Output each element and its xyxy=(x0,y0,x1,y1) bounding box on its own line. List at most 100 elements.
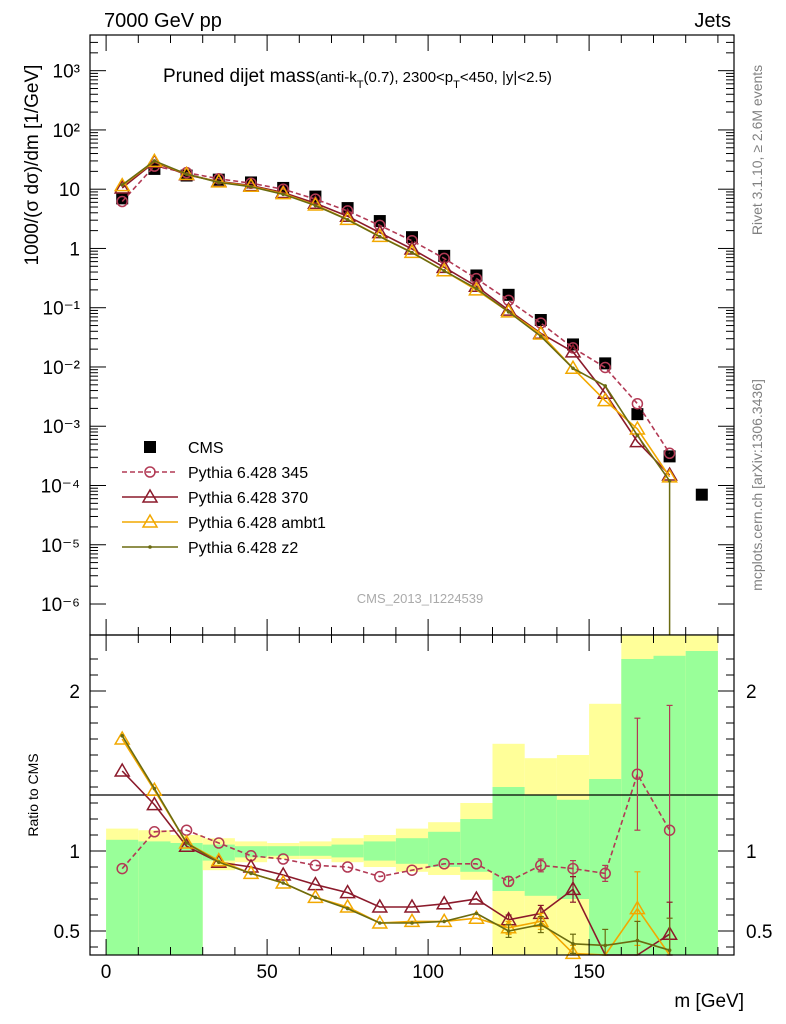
ratio-line xyxy=(121,735,670,951)
ratio-y-tick-label: 2 xyxy=(69,682,80,703)
data-point xyxy=(502,875,515,888)
data-point xyxy=(539,334,543,339)
data-point xyxy=(249,184,253,189)
ratio-y-tick-label: 0.5 xyxy=(54,922,80,943)
data-point xyxy=(281,881,286,885)
data-point xyxy=(468,277,485,293)
data-point xyxy=(534,314,547,327)
data-point xyxy=(144,466,156,478)
data-point xyxy=(371,898,389,913)
ratio-panel-frame xyxy=(89,634,735,956)
chart-title: Pruned dijet mass(anti-kT(0.7), 2300<pT<… xyxy=(163,66,552,91)
data-point xyxy=(506,929,511,933)
data-point xyxy=(474,911,479,916)
data-point xyxy=(120,734,124,738)
uncertainty-band-inner xyxy=(170,843,203,955)
uncertainty-band-inner xyxy=(395,838,429,864)
data-point xyxy=(178,834,195,849)
data-point xyxy=(113,730,131,745)
data-point xyxy=(277,853,289,865)
data-point xyxy=(564,944,582,960)
uncertainty-band-inner xyxy=(685,651,718,955)
series-line xyxy=(121,160,671,478)
data-point xyxy=(435,262,453,277)
y-tick-label: 10⁻⁵ xyxy=(41,536,80,557)
data-point xyxy=(603,943,607,948)
chart-title-main: Pruned dijet mass xyxy=(163,66,315,87)
data-point xyxy=(345,906,350,911)
data-point xyxy=(217,860,221,864)
ratio-series-1 xyxy=(116,704,676,956)
header-left: 7000 GeV pp xyxy=(104,10,222,32)
data-point xyxy=(113,177,131,192)
header-right: Jets xyxy=(694,10,731,32)
uncertainty-band-inner xyxy=(299,846,332,856)
data-point xyxy=(281,192,286,197)
data-point xyxy=(120,183,124,187)
data-point xyxy=(309,859,322,872)
uncertainty-band-inner xyxy=(331,844,364,858)
x-tick-label: 0 xyxy=(101,962,112,983)
data-point xyxy=(603,384,607,388)
data-point xyxy=(113,179,131,194)
data-point xyxy=(442,268,447,273)
uncertainty-band-inner xyxy=(492,787,525,891)
data-point xyxy=(631,768,644,780)
data-point xyxy=(438,249,451,262)
data-point xyxy=(631,408,644,421)
data-point xyxy=(378,234,382,239)
data-point xyxy=(631,397,644,410)
x-tick-label: 150 xyxy=(573,962,605,983)
y-tick-label: 10⁻³ xyxy=(43,417,81,438)
data-point xyxy=(141,513,159,528)
uncertainty-band-inner xyxy=(428,831,461,867)
data-point xyxy=(146,781,163,796)
data-point xyxy=(116,862,128,875)
uncertainty-band-inner xyxy=(106,839,139,955)
data-point xyxy=(539,922,543,927)
uncertainty-band-inner xyxy=(267,846,300,856)
data-point xyxy=(470,269,483,282)
data-point xyxy=(468,281,485,296)
data-point xyxy=(113,762,131,777)
data-point xyxy=(571,942,575,946)
data-point xyxy=(599,361,611,374)
data-point xyxy=(410,250,414,255)
data-point xyxy=(438,858,450,870)
data-point xyxy=(564,880,582,896)
mcplots-label: mcplots.cern.ch [arXiv:1306.3436] xyxy=(749,379,765,591)
series-pythia-4 xyxy=(120,159,672,483)
data-point xyxy=(468,890,485,905)
data-point xyxy=(599,867,611,880)
data-point xyxy=(313,895,318,900)
data-point xyxy=(442,919,447,924)
ratio-y-tick-label-right: 2 xyxy=(746,682,757,703)
series-pythia-3 xyxy=(113,152,678,483)
rivet-label: Rivet 3.1.10, ≥ 2.6M events xyxy=(749,65,765,235)
series-pythia-1 xyxy=(116,160,676,460)
data-point xyxy=(500,303,517,318)
data-point xyxy=(567,862,579,875)
data-point xyxy=(599,357,612,370)
uncertainty-band-inner xyxy=(234,846,268,858)
legend-label: Pythia 6.428 z2 xyxy=(188,540,298,557)
data-point xyxy=(571,366,575,371)
data-point xyxy=(663,450,676,463)
y-tick-label: 10³ xyxy=(53,62,80,83)
data-point xyxy=(213,837,225,849)
data-point xyxy=(144,441,156,453)
data-point xyxy=(695,488,708,501)
data-point xyxy=(474,286,479,291)
data-point xyxy=(141,488,159,503)
data-point xyxy=(146,796,163,811)
data-point xyxy=(667,948,672,952)
data-point xyxy=(242,177,260,193)
data-point xyxy=(345,217,350,222)
data-point xyxy=(406,864,418,876)
data-point xyxy=(470,858,483,870)
data-point xyxy=(274,866,292,881)
legend-label: Pythia 6.428 345 xyxy=(188,465,308,482)
y-tick-label: 10⁻⁴ xyxy=(41,476,80,497)
main-panel-frame xyxy=(89,34,735,636)
